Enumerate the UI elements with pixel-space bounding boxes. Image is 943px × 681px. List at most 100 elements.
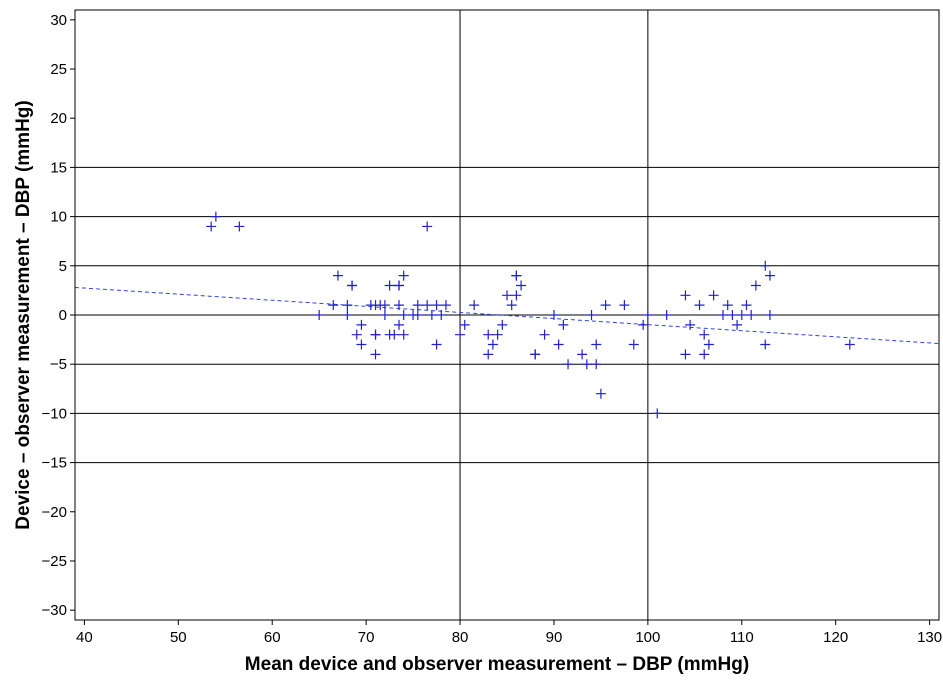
data-point-marker <box>356 339 367 350</box>
x-tick-label: 60 <box>264 629 281 646</box>
data-point-marker <box>548 310 559 320</box>
data-point-marker <box>741 300 752 311</box>
data-point-marker <box>356 319 367 330</box>
data-point-marker <box>398 329 409 340</box>
data-point-marker <box>487 339 498 350</box>
y-tick-label: −10 <box>42 405 67 422</box>
data-point-marker <box>389 329 400 340</box>
data-point-marker <box>586 310 597 320</box>
data-point-marker <box>563 359 574 370</box>
data-point-marker <box>732 319 743 330</box>
data-point-marker <box>506 300 517 311</box>
data-point-marker <box>384 280 395 291</box>
data-point-marker <box>431 339 442 350</box>
data-point-marker <box>483 349 494 360</box>
trend-line-group <box>74 286 940 345</box>
data-point-marker <box>347 280 358 291</box>
data-point-marker <box>844 339 855 350</box>
x-tick-label: 90 <box>546 629 563 646</box>
data-point-marker <box>379 310 390 320</box>
data-point-marker <box>426 310 437 320</box>
data-point-marker <box>422 221 433 232</box>
data-point-marker <box>398 310 409 320</box>
x-tick-label: 80 <box>452 629 469 646</box>
data-point-marker <box>459 319 470 330</box>
data-point-marker <box>379 300 390 311</box>
data-point-marker <box>595 388 606 399</box>
y-axis-title: Device – observer measurement – DBP (mmH… <box>13 100 34 529</box>
data-point-marker <box>652 408 663 419</box>
y-axis-ticks: 30 25 20 15 10 5 0 −5 −10 −15 −20 −25 −30 <box>42 12 75 619</box>
data-point-marker <box>591 339 602 350</box>
data-point-marker <box>760 339 771 350</box>
data-point-marker <box>394 280 404 291</box>
data-points <box>206 211 855 419</box>
data-point-marker <box>314 310 325 320</box>
x-axis-title: Mean device and observer measurement – D… <box>245 654 749 675</box>
data-point-marker <box>351 329 362 340</box>
data-point-marker <box>328 300 339 311</box>
data-point-marker <box>619 300 630 311</box>
grid-lines <box>75 10 939 620</box>
data-point-marker <box>581 359 592 370</box>
data-point-marker <box>511 290 522 301</box>
x-tick-label: 130 <box>917 629 942 646</box>
data-point-marker <box>492 329 503 340</box>
y-tick-label: −25 <box>42 553 67 570</box>
x-tick-label: 70 <box>358 629 375 646</box>
data-point-marker <box>680 349 691 360</box>
data-point-marker <box>722 300 733 311</box>
data-point-marker <box>760 260 771 271</box>
data-point-marker <box>558 319 569 330</box>
data-point-marker <box>642 310 653 320</box>
data-point-marker <box>661 310 672 320</box>
y-tick-label: 30 <box>50 12 67 29</box>
data-point-marker <box>638 319 649 330</box>
data-point-marker <box>436 310 447 320</box>
y-tick-label: 25 <box>50 61 67 78</box>
data-point-marker <box>685 319 696 330</box>
data-point-marker <box>431 300 442 311</box>
regression-trend-line <box>74 286 940 345</box>
y-tick-label: 0 <box>59 307 67 324</box>
data-point-marker <box>483 329 494 340</box>
x-tick-label: 110 <box>730 629 754 646</box>
data-point-marker <box>539 329 550 340</box>
data-point-marker <box>699 349 710 360</box>
data-point-marker <box>600 300 611 311</box>
data-point-marker <box>412 310 423 320</box>
x-axis-ticks: 40 50 60 70 80 90 100 110 120 130 <box>76 620 942 646</box>
data-point-marker <box>764 310 775 320</box>
y-tick-label: 20 <box>50 110 67 127</box>
data-point-marker <box>398 270 409 281</box>
data-point-marker <box>577 349 588 360</box>
data-point-marker <box>469 300 480 311</box>
data-point-marker <box>553 339 564 350</box>
data-point-marker <box>718 310 728 320</box>
y-tick-label: 10 <box>50 209 67 226</box>
y-tick-label: −5 <box>50 356 67 373</box>
y-tick-label: −30 <box>42 602 67 619</box>
y-tick-label: 5 <box>59 258 67 275</box>
x-tick-label: 40 <box>76 629 93 646</box>
x-tick-label: 120 <box>823 629 848 646</box>
data-point-marker <box>680 290 691 301</box>
data-point-marker <box>530 349 541 360</box>
data-point-marker <box>727 310 738 320</box>
data-point-marker <box>502 290 512 301</box>
data-point-marker <box>342 310 353 320</box>
data-point-marker <box>708 290 719 301</box>
data-point-marker <box>516 280 527 291</box>
data-point-marker <box>370 329 381 340</box>
data-point-marker <box>412 300 423 311</box>
data-point-marker <box>332 270 343 281</box>
y-tick-label: 15 <box>50 159 67 176</box>
data-point-marker <box>370 349 381 360</box>
x-tick-label: 100 <box>635 629 660 646</box>
data-point-marker <box>422 300 433 311</box>
data-point-marker <box>342 300 353 311</box>
data-point-marker <box>455 329 466 340</box>
y-tick-label: −20 <box>42 504 67 521</box>
data-point-marker <box>497 319 508 330</box>
